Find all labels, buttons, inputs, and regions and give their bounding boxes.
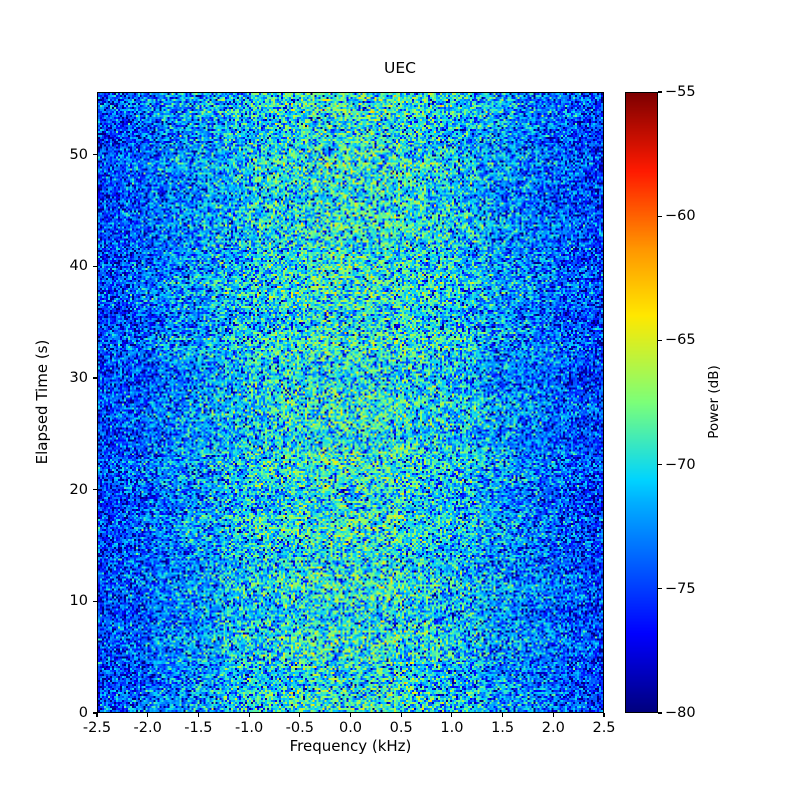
- y-tick-label: 30: [69, 369, 88, 386]
- x-tick-mark: [299, 713, 301, 717]
- x-tick-mark: [197, 713, 199, 717]
- x-axis-label: Frequency (kHz): [289, 737, 412, 755]
- x-tick-mark: [502, 713, 504, 717]
- colorbar-tick-label: −70: [665, 456, 696, 473]
- colorbar: [625, 92, 658, 713]
- x-tick-label: 2.5: [592, 720, 616, 736]
- x-tick-label: 2.0: [541, 720, 565, 736]
- colorbar-tick-label: −80: [665, 705, 696, 721]
- colorbar-tick-label: −55: [665, 84, 696, 100]
- x-tick-label: -1.0: [234, 720, 264, 736]
- y-tick-mark: [93, 377, 97, 379]
- x-tick-mark: [147, 713, 149, 717]
- x-tick-label: -0.5: [285, 720, 314, 736]
- x-tick-label: -1.5: [184, 720, 213, 736]
- x-tick-mark: [400, 713, 402, 717]
- y-tick-mark: [93, 265, 97, 267]
- colorbar-tick-mark: [658, 464, 662, 466]
- y-tick-label: 10: [69, 593, 88, 610]
- x-tick-mark: [552, 713, 554, 717]
- x-tick-mark: [451, 713, 453, 717]
- colorbar-gradient: [626, 93, 657, 712]
- x-tick-mark: [96, 713, 98, 717]
- y-tick-label: 50: [69, 146, 88, 163]
- y-tick-mark: [93, 712, 97, 714]
- colorbar-tick-label: −60: [665, 208, 696, 225]
- y-tick-mark: [93, 600, 97, 602]
- x-tick-label: 1.0: [440, 720, 464, 736]
- colorbar-tick-mark: [658, 588, 662, 590]
- y-tick-mark: [93, 153, 97, 156]
- y-tick-label: 40: [69, 258, 88, 275]
- colorbar-tick-mark: [658, 339, 662, 341]
- x-tick-mark: [603, 713, 605, 717]
- y-tick-label: 20: [69, 481, 88, 498]
- colorbar-tick-mark: [658, 712, 662, 714]
- colorbar-tick-mark: [658, 215, 662, 217]
- y-tick-mark: [93, 489, 97, 491]
- colorbar-label: Power (dB): [706, 365, 722, 439]
- colorbar-tick-label: −65: [665, 332, 696, 349]
- x-tick-label: -2.0: [133, 720, 162, 736]
- x-tick-mark: [349, 713, 352, 717]
- x-tick-label: 1.5: [491, 720, 515, 736]
- y-axis-label: Elapsed Time (s): [33, 339, 51, 465]
- x-tick-label: 0.5: [389, 720, 413, 736]
- spectrogram-plot-area: [97, 92, 604, 713]
- spectrogram-image: [98, 93, 603, 712]
- colorbar-tick-label: −75: [665, 580, 696, 597]
- x-tick-label: -2.5: [82, 720, 112, 736]
- title-line-station: UEC: [384, 59, 416, 77]
- y-tick-label: 0: [78, 705, 88, 721]
- x-tick-mark: [248, 713, 250, 717]
- x-tick-label: 0.0: [338, 720, 363, 736]
- colorbar-tick-mark: [658, 91, 662, 93]
